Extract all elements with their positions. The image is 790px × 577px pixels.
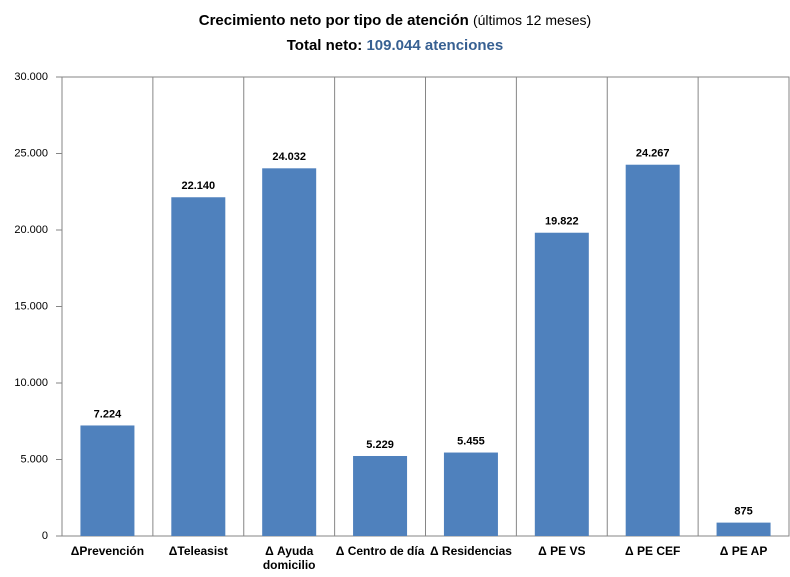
bar: [443, 452, 498, 536]
bar: [716, 522, 771, 536]
x-tick-label: Δ Centro de día: [335, 544, 425, 558]
value-label: 7.224: [94, 408, 122, 420]
value-label: 19.822: [545, 216, 579, 228]
bar: [353, 455, 408, 536]
y-tick-label: 25.000: [14, 147, 48, 159]
y-tick-label: 15.000: [14, 300, 48, 312]
y-tick-label: 30.000: [14, 71, 48, 83]
subtitle-label: Total neto:: [286, 37, 363, 54]
x-tick-label: Δ Ayuda domicilio: [262, 544, 316, 572]
x-tick-label: Δ PE VS: [538, 544, 586, 558]
bar: [534, 232, 589, 537]
y-tick-label: 10.000: [14, 377, 48, 389]
x-tick-label: Δ PE AP: [719, 544, 768, 558]
subtitle-value: 109.044 atenciones: [366, 37, 504, 54]
x-tick-label: ΔTeleasist: [168, 544, 228, 558]
value-label: 875: [734, 506, 752, 518]
bar: [262, 168, 317, 536]
value-label: 24.032: [272, 151, 306, 163]
title-row: Crecimiento neto por tipo de atención (ú…: [0, 12, 790, 29]
value-label: 5.455: [457, 435, 485, 447]
title-note: (últimos 12 meses): [472, 12, 592, 28]
subtitle-row: Total neto: 109.044 atenciones: [0, 37, 790, 54]
value-label: 5.229: [366, 439, 394, 451]
bar: [625, 164, 680, 536]
value-label: 24.267: [636, 148, 670, 160]
chart-title: Crecimiento neto por tipo de atención: [198, 12, 469, 29]
value-label: 22.140: [181, 180, 215, 192]
y-tick-label: 5.000: [20, 453, 48, 465]
bar: [80, 425, 135, 536]
x-tick-label: Δ PE CEF: [625, 544, 681, 558]
x-tick-label: Δ Residencias: [429, 544, 512, 558]
bar: [171, 197, 226, 536]
y-tick-label: 20.000: [14, 224, 48, 236]
x-tick-label: ΔPrevención: [70, 544, 145, 558]
y-tick-label: 0: [42, 530, 48, 542]
